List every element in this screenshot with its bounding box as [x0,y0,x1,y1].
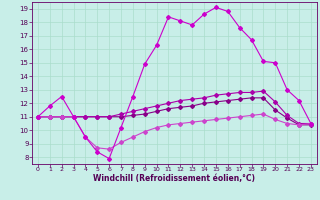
X-axis label: Windchill (Refroidissement éolien,°C): Windchill (Refroidissement éolien,°C) [93,174,255,183]
